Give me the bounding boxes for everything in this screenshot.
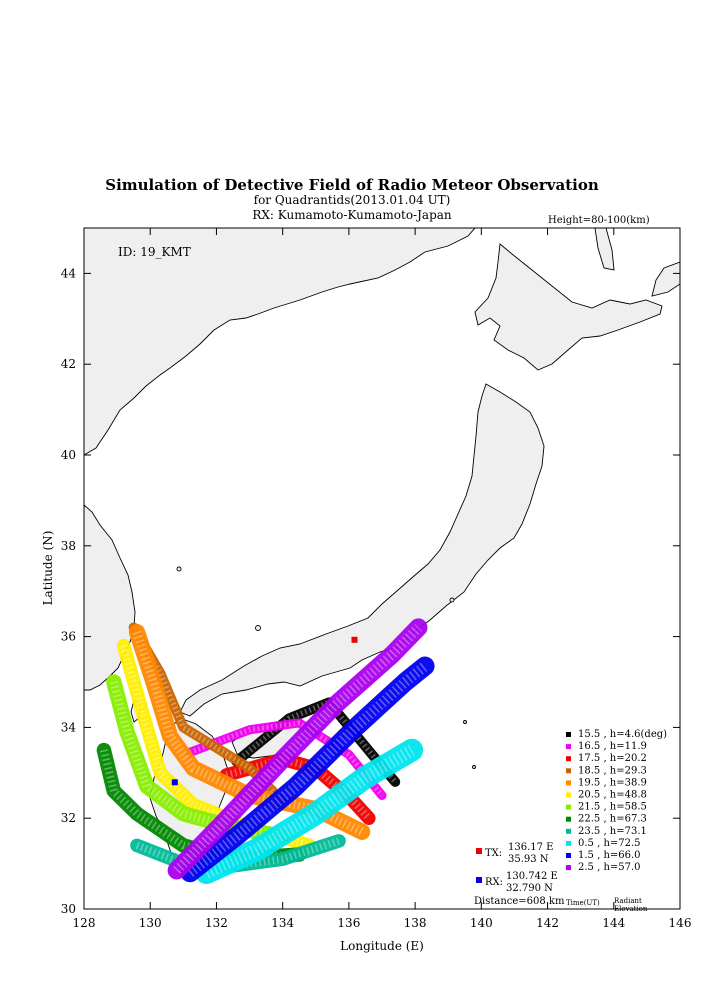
legend-swatch bbox=[566, 865, 571, 871]
sakhalin bbox=[594, 228, 615, 271]
legend-swatch bbox=[566, 804, 571, 810]
x-tick-label: 144 bbox=[602, 916, 625, 930]
legend-entry: 15.5 , h=4.6(deg) bbox=[578, 729, 667, 740]
y-axis-label: Latitude (N) bbox=[41, 531, 55, 606]
x-tick-label: 142 bbox=[536, 916, 559, 930]
legend-entry: 19.5 , h=38.9 bbox=[578, 777, 647, 788]
meteor-band-texture bbox=[234, 699, 398, 784]
chart-subtitle-shower: for Quadrantids(2013.01.04 UT) bbox=[254, 193, 451, 207]
legend-entry: 16.5 , h=11.9 bbox=[578, 741, 647, 752]
x-tick-label: 138 bbox=[404, 916, 427, 930]
legend-swatch bbox=[566, 732, 571, 737]
rx-legend-marker bbox=[476, 877, 482, 883]
legend-entry: 2.5 , h=57.0 bbox=[578, 862, 641, 873]
legend: 15.5 , h=4.6(deg)16.5 , h=11.917.5 , h=2… bbox=[566, 729, 667, 873]
meteor-band bbox=[195, 738, 424, 885]
y-tick-label: 40 bbox=[61, 448, 76, 462]
legend-entry: 22.5 , h=67.3 bbox=[578, 814, 647, 825]
x-tick-label: 140 bbox=[470, 916, 493, 930]
legend-swatch bbox=[566, 828, 571, 834]
meteor-band-series bbox=[195, 738, 424, 885]
x-tick-label: 128 bbox=[73, 916, 96, 930]
legend-time-caption: Time(UT) bbox=[566, 899, 600, 907]
chart-subtitle-receiver: RX: Kumamoto-Kumamoto-Japan bbox=[252, 208, 452, 222]
legend-elevation-caption: Elevation bbox=[614, 905, 648, 913]
island-dot bbox=[449, 597, 455, 603]
tx-longitude: 136.17 E bbox=[508, 842, 553, 853]
legend-swatch bbox=[566, 780, 571, 786]
height-note: Height=80-100(km) bbox=[548, 215, 650, 226]
y-tick-label: 36 bbox=[61, 630, 76, 644]
meteor-band-texture bbox=[173, 624, 422, 874]
legend-swatch bbox=[566, 744, 571, 750]
legend-entry: 1.5 , h=66.0 bbox=[578, 850, 641, 861]
meteor-band-texture bbox=[131, 626, 275, 793]
y-tick-label: 30 bbox=[61, 902, 76, 916]
island-dot bbox=[463, 720, 467, 724]
meteor-band bbox=[180, 656, 435, 883]
legend-entry: 21.5 , h=58.5 bbox=[578, 802, 647, 813]
y-tick-label: 32 bbox=[61, 811, 76, 825]
meteor-band-texture bbox=[203, 744, 415, 879]
rx-station-marker bbox=[171, 779, 178, 786]
x-tick-label: 134 bbox=[271, 916, 294, 930]
x-tick-label: 130 bbox=[139, 916, 162, 930]
detection-bands bbox=[96, 618, 435, 885]
legend-swatch bbox=[566, 853, 571, 858]
tx-legend-marker bbox=[476, 848, 482, 854]
legend-swatch bbox=[566, 792, 571, 798]
legend-radiant-caption: Radiant bbox=[614, 897, 642, 905]
tx-latitude: 35.93 N bbox=[508, 854, 549, 865]
y-tick-label: 42 bbox=[61, 357, 76, 371]
x-tick-label: 136 bbox=[337, 916, 360, 930]
rx-latitude: 32.790 N bbox=[506, 883, 553, 894]
island-dot bbox=[472, 765, 476, 769]
y-tick-label: 44 bbox=[61, 266, 77, 280]
distance-label: Distance=608 km bbox=[474, 896, 565, 907]
x-tick-label: 132 bbox=[205, 916, 228, 930]
legend-swatch bbox=[566, 756, 571, 762]
x-tick-label: 146 bbox=[669, 916, 692, 930]
legend-entry: 17.5 , h=20.2 bbox=[578, 753, 647, 764]
tx-station-marker bbox=[351, 636, 358, 643]
chart-title: Simulation of Detective Field of Radio M… bbox=[105, 176, 599, 194]
x-axis-label: Longitude (E) bbox=[340, 939, 424, 953]
id-label: ID: 19_KMT bbox=[118, 245, 191, 259]
meteor-band-series bbox=[180, 656, 435, 883]
meteor-band-series bbox=[167, 618, 428, 880]
mainland-asia bbox=[84, 228, 476, 456]
plot-frame bbox=[83, 227, 681, 910]
legend-swatch bbox=[566, 816, 571, 822]
y-tick-label: 38 bbox=[61, 539, 76, 553]
honshu bbox=[179, 383, 545, 717]
legend-entry: 0.5 , h=72.5 bbox=[578, 838, 641, 849]
meteor-band-texture bbox=[225, 755, 372, 821]
island-dot bbox=[255, 625, 261, 631]
russia-east bbox=[651, 261, 680, 297]
legend-swatch bbox=[566, 768, 571, 774]
legend-swatch bbox=[566, 840, 571, 846]
rx-longitude: 130.742 E bbox=[506, 871, 558, 882]
legend-entry: 18.5 , h=29.3 bbox=[578, 765, 647, 776]
tx-label: TX: bbox=[485, 848, 502, 859]
rx-label: RX: bbox=[485, 877, 503, 888]
axis-ticks: 128 130 132 134 136 138 140 142 144 146 30 32 34 36 38… bbox=[61, 228, 692, 930]
hokkaido bbox=[474, 243, 663, 371]
island-dot bbox=[176, 566, 182, 572]
legend-entry: 23.5 , h=73.1 bbox=[578, 826, 647, 837]
meteor-band bbox=[167, 618, 428, 880]
legend-entry: 20.5 , h=48.8 bbox=[578, 790, 647, 801]
y-tick-label: 34 bbox=[61, 720, 77, 734]
